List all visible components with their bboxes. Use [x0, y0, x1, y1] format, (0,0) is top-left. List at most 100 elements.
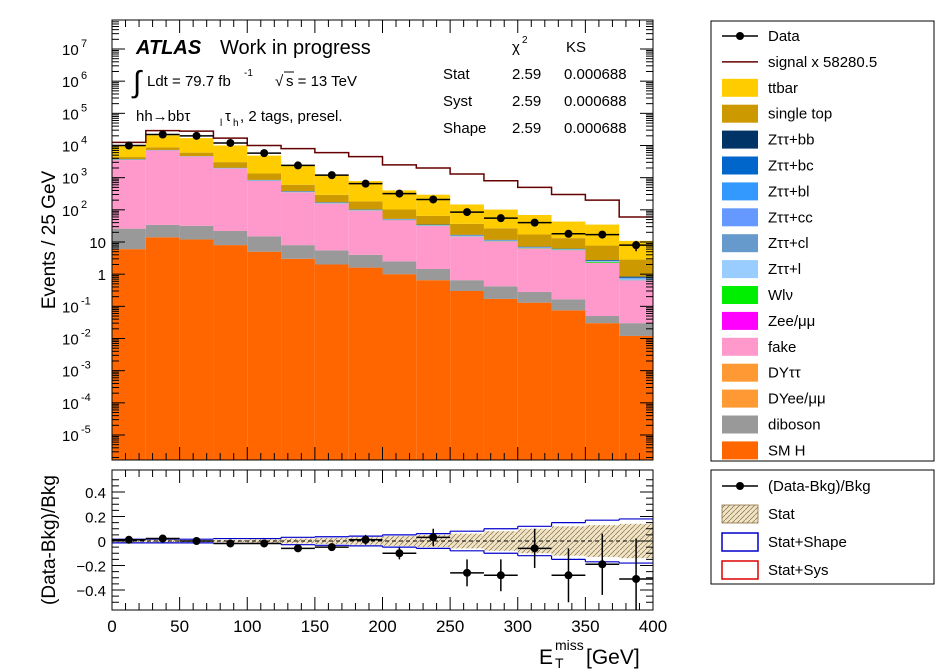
- ratio-point: [496, 571, 505, 580]
- stats-row-ks: 0.000688: [564, 93, 627, 110]
- legend-box-swatch: [721, 532, 759, 552]
- histogram-bar: [348, 210, 383, 255]
- histogram-bar: [585, 316, 620, 324]
- legend-label: fake: [768, 339, 796, 356]
- stats-header-chi2: χ: [512, 39, 520, 56]
- x-axis-label-main: E: [539, 646, 553, 669]
- ratio-point: [429, 533, 438, 542]
- y-tick-label: 10: [62, 396, 79, 413]
- x-axis-label-sup: miss: [555, 637, 584, 653]
- histogram-bar: [314, 194, 349, 203]
- legend-label: Wlν: [768, 287, 793, 304]
- histogram-bar: [551, 299, 586, 311]
- ratio-y-tick-label: 0: [98, 534, 106, 551]
- legend-label: diboson: [768, 417, 821, 434]
- legend-swatch: [722, 415, 758, 434]
- histogram-bar: [450, 236, 484, 281]
- histogram-bar: [619, 278, 653, 280]
- integral-symbol: ∫: [131, 66, 143, 99]
- histogram-bar: [145, 150, 180, 225]
- data-points: [112, 130, 653, 252]
- legend-swatch: [722, 337, 758, 356]
- ratio-y-tick-label: 0.2: [85, 510, 106, 527]
- channel-suffix: , 2 tags, presel.: [240, 108, 343, 125]
- x-tick-label: 300: [504, 617, 532, 636]
- histogram-bar: [112, 228, 146, 250]
- energy-text: s = 13 TeV: [286, 73, 357, 90]
- histogram-bar: [179, 239, 214, 460]
- status-label: Work in progress: [220, 37, 371, 59]
- histogram-bar: [281, 164, 315, 185]
- ratio-point: [530, 544, 539, 553]
- histogram-bar: [585, 262, 620, 317]
- ratio-point: [327, 543, 336, 552]
- legend-label: Zττ+cl: [768, 235, 809, 252]
- x-tick-label: 350: [571, 617, 599, 636]
- histogram-bar: [314, 175, 349, 195]
- ratio-point: [192, 537, 201, 545]
- x-tick-label: 0: [107, 617, 116, 636]
- atlas-label: ATLAS: [135, 37, 202, 59]
- legend-swatch: [722, 389, 758, 408]
- histogram-bar: [450, 280, 484, 291]
- histogram-bar: [619, 279, 653, 281]
- histogram-bar: [382, 261, 417, 275]
- y-tick-label: 10: [62, 139, 79, 156]
- stats-row-ks: 0.000688: [564, 120, 627, 137]
- stats-row-label: Syst: [443, 93, 473, 110]
- x-tick-label: 50: [170, 617, 189, 636]
- histogram-bar: [517, 291, 552, 303]
- ratio-point: [293, 544, 302, 553]
- histogram-bar: [213, 168, 248, 231]
- data-point: [463, 208, 472, 217]
- histogram-bar: [382, 274, 417, 460]
- histogram-bar: [382, 220, 417, 262]
- legend-swatch: [722, 208, 758, 227]
- legend-swatch: [722, 78, 758, 97]
- histogram-bar: [145, 224, 180, 238]
- data-point: [429, 195, 438, 204]
- histogram-bar: [213, 230, 248, 246]
- legend-swatch: [722, 104, 758, 123]
- stats-row-chi2: 2.59: [512, 66, 541, 83]
- histogram-bar: [619, 276, 653, 278]
- data-point: [632, 241, 641, 250]
- ratio-point: [598, 560, 607, 569]
- legend-label: Data: [768, 28, 800, 45]
- y-tick-label: 1: [98, 267, 106, 284]
- y-tick-label: 10: [62, 171, 79, 188]
- stats-row-chi2: 2.59: [512, 120, 541, 137]
- main-x-ticks: [111, 20, 654, 460]
- legend-swatch: [722, 156, 758, 175]
- y-tick-exponent: -5: [81, 424, 91, 436]
- histogram-bar: [450, 223, 484, 235]
- x-tick-label: 150: [301, 617, 329, 636]
- histogram-bar: [585, 323, 620, 460]
- ratio-y-tick-label: 0.4: [85, 485, 106, 502]
- histogram-bar: [314, 264, 349, 460]
- x-axis-label: E miss T [GeV]: [539, 637, 640, 671]
- legend-label: single top: [768, 106, 832, 123]
- signal-line: [112, 129, 653, 218]
- stacked-histogram: [112, 135, 653, 460]
- data-point: [564, 229, 573, 238]
- histogram-bar: [483, 228, 518, 240]
- x-axis-label-sub: T: [555, 655, 564, 671]
- ratio-point: [226, 539, 235, 548]
- y-tick-label: 10: [89, 235, 106, 252]
- stats-table: χ 2 KS Stat 2.59 0.000688 Syst 2.59 0.00…: [443, 35, 627, 137]
- histogram-bar: [145, 237, 180, 460]
- data-point: [158, 130, 167, 139]
- signal-step-line: [112, 129, 653, 218]
- x-tick-label: 200: [368, 617, 396, 636]
- histogram-bar: [551, 250, 586, 300]
- legend-label: ttbar: [768, 80, 798, 97]
- y-tick-label: 10: [62, 428, 79, 445]
- stat-band: [450, 533, 484, 549]
- channel-tau: τ: [225, 108, 231, 125]
- channel-text: hh→bbτ: [136, 108, 190, 125]
- legend-label: Zee/μμ: [768, 313, 815, 330]
- ratio-point: [124, 535, 133, 544]
- ratio-point: [632, 574, 641, 583]
- legend-swatch: [722, 234, 758, 253]
